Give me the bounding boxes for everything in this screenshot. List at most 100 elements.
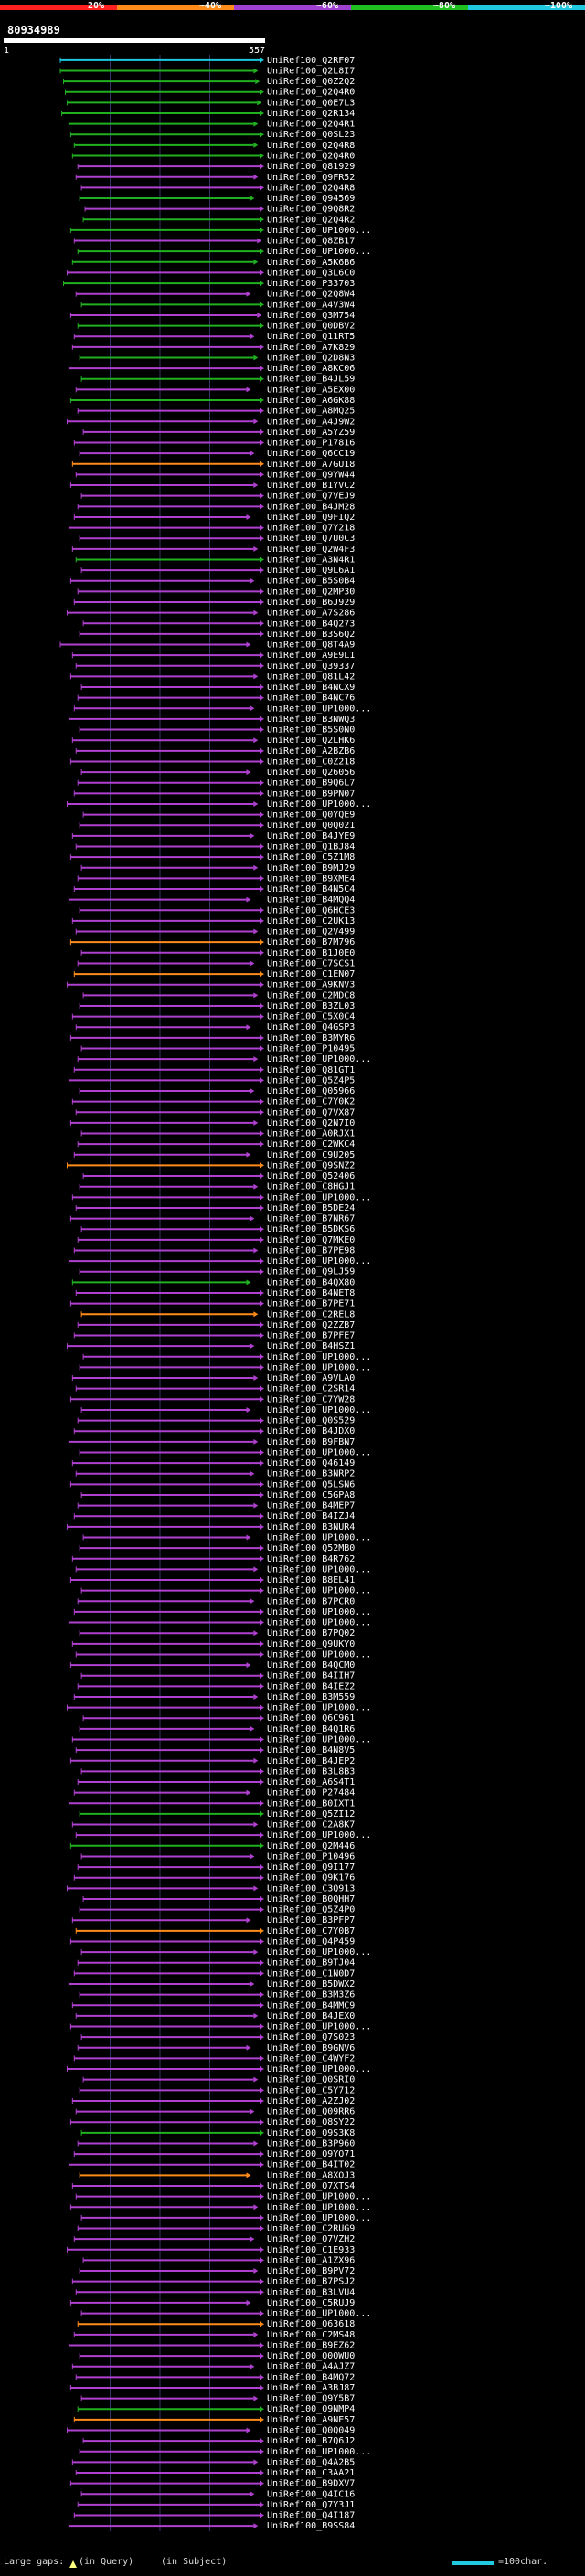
hit-label[interactable]: UniRef100_Q0S529 <box>267 1416 355 1426</box>
hit-label[interactable]: UniRef100_UP1000... <box>267 2064 371 2074</box>
hit-label[interactable]: UniRef100_Q9S3K8 <box>267 2128 355 2138</box>
hit-label[interactable]: UniRef100_Q09RR6 <box>267 2107 355 2117</box>
hit-label[interactable]: UniRef100_B4NCX9 <box>267 683 355 693</box>
hit-label[interactable]: UniRef100_C1EN07 <box>267 970 355 980</box>
hit-label[interactable]: UniRef100_B4HSZ1 <box>267 1341 355 1352</box>
hit-label[interactable]: UniRef100_Q39337 <box>267 662 355 672</box>
hit-label[interactable]: UniRef100_UP1000... <box>267 247 371 257</box>
hit-label[interactable]: UniRef100_Q26056 <box>267 768 355 778</box>
hit-label[interactable]: UniRef100_UP1000... <box>267 2309 371 2319</box>
hit-label[interactable]: UniRef100_B8EL41 <box>267 1575 355 1585</box>
hit-label[interactable]: UniRef100_UP1000... <box>267 800 371 810</box>
hit-label[interactable]: UniRef100_C2MS48 <box>267 2330 355 2340</box>
hit-label[interactable]: UniRef100_B4N8V5 <box>267 1745 355 1755</box>
hit-label[interactable]: UniRef100_B3L8B3 <box>267 1766 355 1776</box>
hit-label[interactable]: UniRef100_UP1000... <box>267 1649 371 1659</box>
hit-label[interactable]: UniRef100_B4NET8 <box>267 1288 355 1299</box>
hit-label[interactable]: UniRef100_B4IZJ4 <box>267 1511 355 1521</box>
hit-label[interactable]: UniRef100_Q4GSP3 <box>267 1023 355 1033</box>
hit-label[interactable]: UniRef100_A8XOJ3 <box>267 2170 355 2180</box>
hit-label[interactable]: UniRef100_UP1000... <box>267 2213 371 2223</box>
hit-label[interactable]: UniRef100_Q11RT5 <box>267 332 355 342</box>
hit-label[interactable]: UniRef100_C1N0D7 <box>267 1968 355 1978</box>
hit-label[interactable]: UniRef100_B7NR67 <box>267 1214 355 1224</box>
hit-label[interactable]: UniRef100_P10496 <box>267 1851 355 1861</box>
hit-label[interactable]: UniRef100_Q9FIQ2 <box>267 513 355 523</box>
hit-label[interactable]: UniRef100_B1J0E0 <box>267 949 355 959</box>
hit-label[interactable]: UniRef100_Q7S023 <box>267 2032 355 2042</box>
hit-label[interactable]: UniRef100_Q4P459 <box>267 1936 355 1946</box>
hit-label[interactable]: UniRef100_Q4IC16 <box>267 2489 355 2499</box>
hit-label[interactable]: UniRef100_B4Q1R6 <box>267 1724 355 1734</box>
hit-label[interactable]: UniRef100_B4JL59 <box>267 375 355 385</box>
hit-label[interactable]: UniRef100_B9PN07 <box>267 789 355 799</box>
hit-label[interactable]: UniRef100_B3M559 <box>267 1692 355 1702</box>
hit-label[interactable]: UniRef100_C2MDC8 <box>267 991 355 1001</box>
hit-label[interactable]: UniRef100_Q81GT1 <box>267 1065 355 1076</box>
hit-label[interactable]: UniRef100_A5EX00 <box>267 385 355 395</box>
hit-label[interactable]: UniRef100_B4MQQ4 <box>267 896 355 906</box>
hit-label[interactable]: UniRef100_C7YW28 <box>267 1394 355 1405</box>
hit-label[interactable]: UniRef100_B1YVC2 <box>267 481 355 491</box>
hit-label[interactable]: UniRef100_B3NWQ3 <box>267 715 355 725</box>
hit-label[interactable]: UniRef100_B9TJ04 <box>267 1958 355 1968</box>
hit-label[interactable]: UniRef100_B3NRP2 <box>267 1469 355 1479</box>
hit-label[interactable]: UniRef100_UP1000... <box>267 1703 371 1713</box>
hit-label[interactable]: UniRef100_B3MYR6 <box>267 1034 355 1044</box>
hit-label[interactable]: UniRef100_B7PSJ2 <box>267 2277 355 2287</box>
hit-label[interactable]: UniRef100_C2UK13 <box>267 917 355 927</box>
hit-label[interactable]: UniRef100_B9GNV6 <box>267 2043 355 2053</box>
hit-label[interactable]: UniRef100_Q2M446 <box>267 1841 355 1851</box>
hit-label[interactable]: UniRef100_Q2Q4R8 <box>267 141 355 151</box>
hit-label[interactable]: UniRef100_B4NC76 <box>267 694 355 704</box>
hit-label[interactable]: UniRef100_UP1000... <box>267 1447 371 1458</box>
hit-label[interactable]: UniRef100_B5DE24 <box>267 1203 355 1214</box>
hit-label[interactable]: UniRef100_Q0E7L3 <box>267 98 355 108</box>
hit-label[interactable]: UniRef100_Q0QWU0 <box>267 2351 355 2361</box>
hit-label[interactable]: UniRef100_B4N5C4 <box>267 885 355 895</box>
hit-label[interactable]: UniRef100_B4QX80 <box>267 1277 355 1288</box>
hit-label[interactable]: UniRef100_B3NUR4 <box>267 1522 355 1532</box>
hit-label[interactable]: UniRef100_A2BZB6 <box>267 747 355 757</box>
hit-label[interactable]: UniRef100_B7PE71 <box>267 1299 355 1309</box>
hit-label[interactable]: UniRef100_A7GU18 <box>267 460 355 470</box>
hit-label[interactable]: UniRef100_Q63618 <box>267 2319 355 2329</box>
hit-label[interactable]: UniRef100_P27484 <box>267 1788 355 1798</box>
hit-label[interactable]: UniRef100_B9SS84 <box>267 2521 355 2531</box>
hit-label[interactable]: UniRef100_Q9YW44 <box>267 470 355 480</box>
hit-label[interactable]: UniRef100_B3ZL03 <box>267 1002 355 1012</box>
hit-label[interactable]: UniRef100_B4MMC9 <box>267 2000 355 2010</box>
hit-label[interactable]: UniRef100_B5S0B4 <box>267 577 355 587</box>
hit-label[interactable]: UniRef100_Q7XTS4 <box>267 2181 355 2191</box>
hit-label[interactable]: UniRef100_UP1000... <box>267 1564 371 1574</box>
hit-label[interactable]: UniRef100_B0QHH7 <box>267 1894 355 1904</box>
hit-label[interactable]: UniRef100_Q2ZZB7 <box>267 1320 355 1330</box>
hit-label[interactable]: UniRef100_C5RUJ9 <box>267 2298 355 2308</box>
hit-label[interactable]: UniRef100_Q46149 <box>267 1458 355 1468</box>
hit-label[interactable]: UniRef100_UP1000... <box>267 1734 371 1744</box>
hit-label[interactable]: UniRef100_UP1000... <box>267 1830 371 1840</box>
hit-label[interactable]: UniRef100_Q3L6C0 <box>267 268 355 278</box>
hit-label[interactable]: UniRef100_C1E933 <box>267 2245 355 2255</box>
hit-label[interactable]: UniRef100_Q3M754 <box>267 311 355 321</box>
hit-label[interactable]: UniRef100_UP1000... <box>267 704 371 714</box>
hit-label[interactable]: UniRef100_UP1000... <box>267 2022 371 2032</box>
hit-label[interactable]: UniRef100_B9Q6L7 <box>267 779 355 789</box>
hit-label[interactable]: UniRef100_B3S6Q2 <box>267 630 355 640</box>
hit-label[interactable]: UniRef100_Q8T4A9 <box>267 641 355 651</box>
hit-label[interactable]: UniRef100_C5Y712 <box>267 2085 355 2095</box>
hit-label[interactable]: UniRef100_B9FBN7 <box>267 1437 355 1447</box>
hit-label[interactable]: UniRef100_Q7VX87 <box>267 1108 355 1118</box>
hit-label[interactable]: UniRef100_UP1000... <box>267 1352 371 1362</box>
hit-label[interactable]: UniRef100_A9NE57 <box>267 2415 355 2425</box>
hit-label[interactable]: UniRef100_C7SCS1 <box>267 959 355 969</box>
hit-label[interactable]: UniRef100_Q2R134 <box>267 109 355 119</box>
hit-label[interactable]: UniRef100_UP1000... <box>267 1193 371 1203</box>
hit-label[interactable]: UniRef100_Q9K176 <box>267 1873 355 1883</box>
hit-label[interactable]: UniRef100_Q81929 <box>267 162 355 172</box>
hit-label[interactable]: UniRef100_Q9LJ59 <box>267 1267 355 1277</box>
hit-label[interactable]: UniRef100_Q5Z4P5 <box>267 1076 355 1086</box>
hit-label[interactable]: UniRef100_B4IT02 <box>267 2160 355 2170</box>
hit-label[interactable]: UniRef100_A3N4R1 <box>267 555 355 565</box>
hit-label[interactable]: UniRef100_Q81L42 <box>267 672 355 682</box>
